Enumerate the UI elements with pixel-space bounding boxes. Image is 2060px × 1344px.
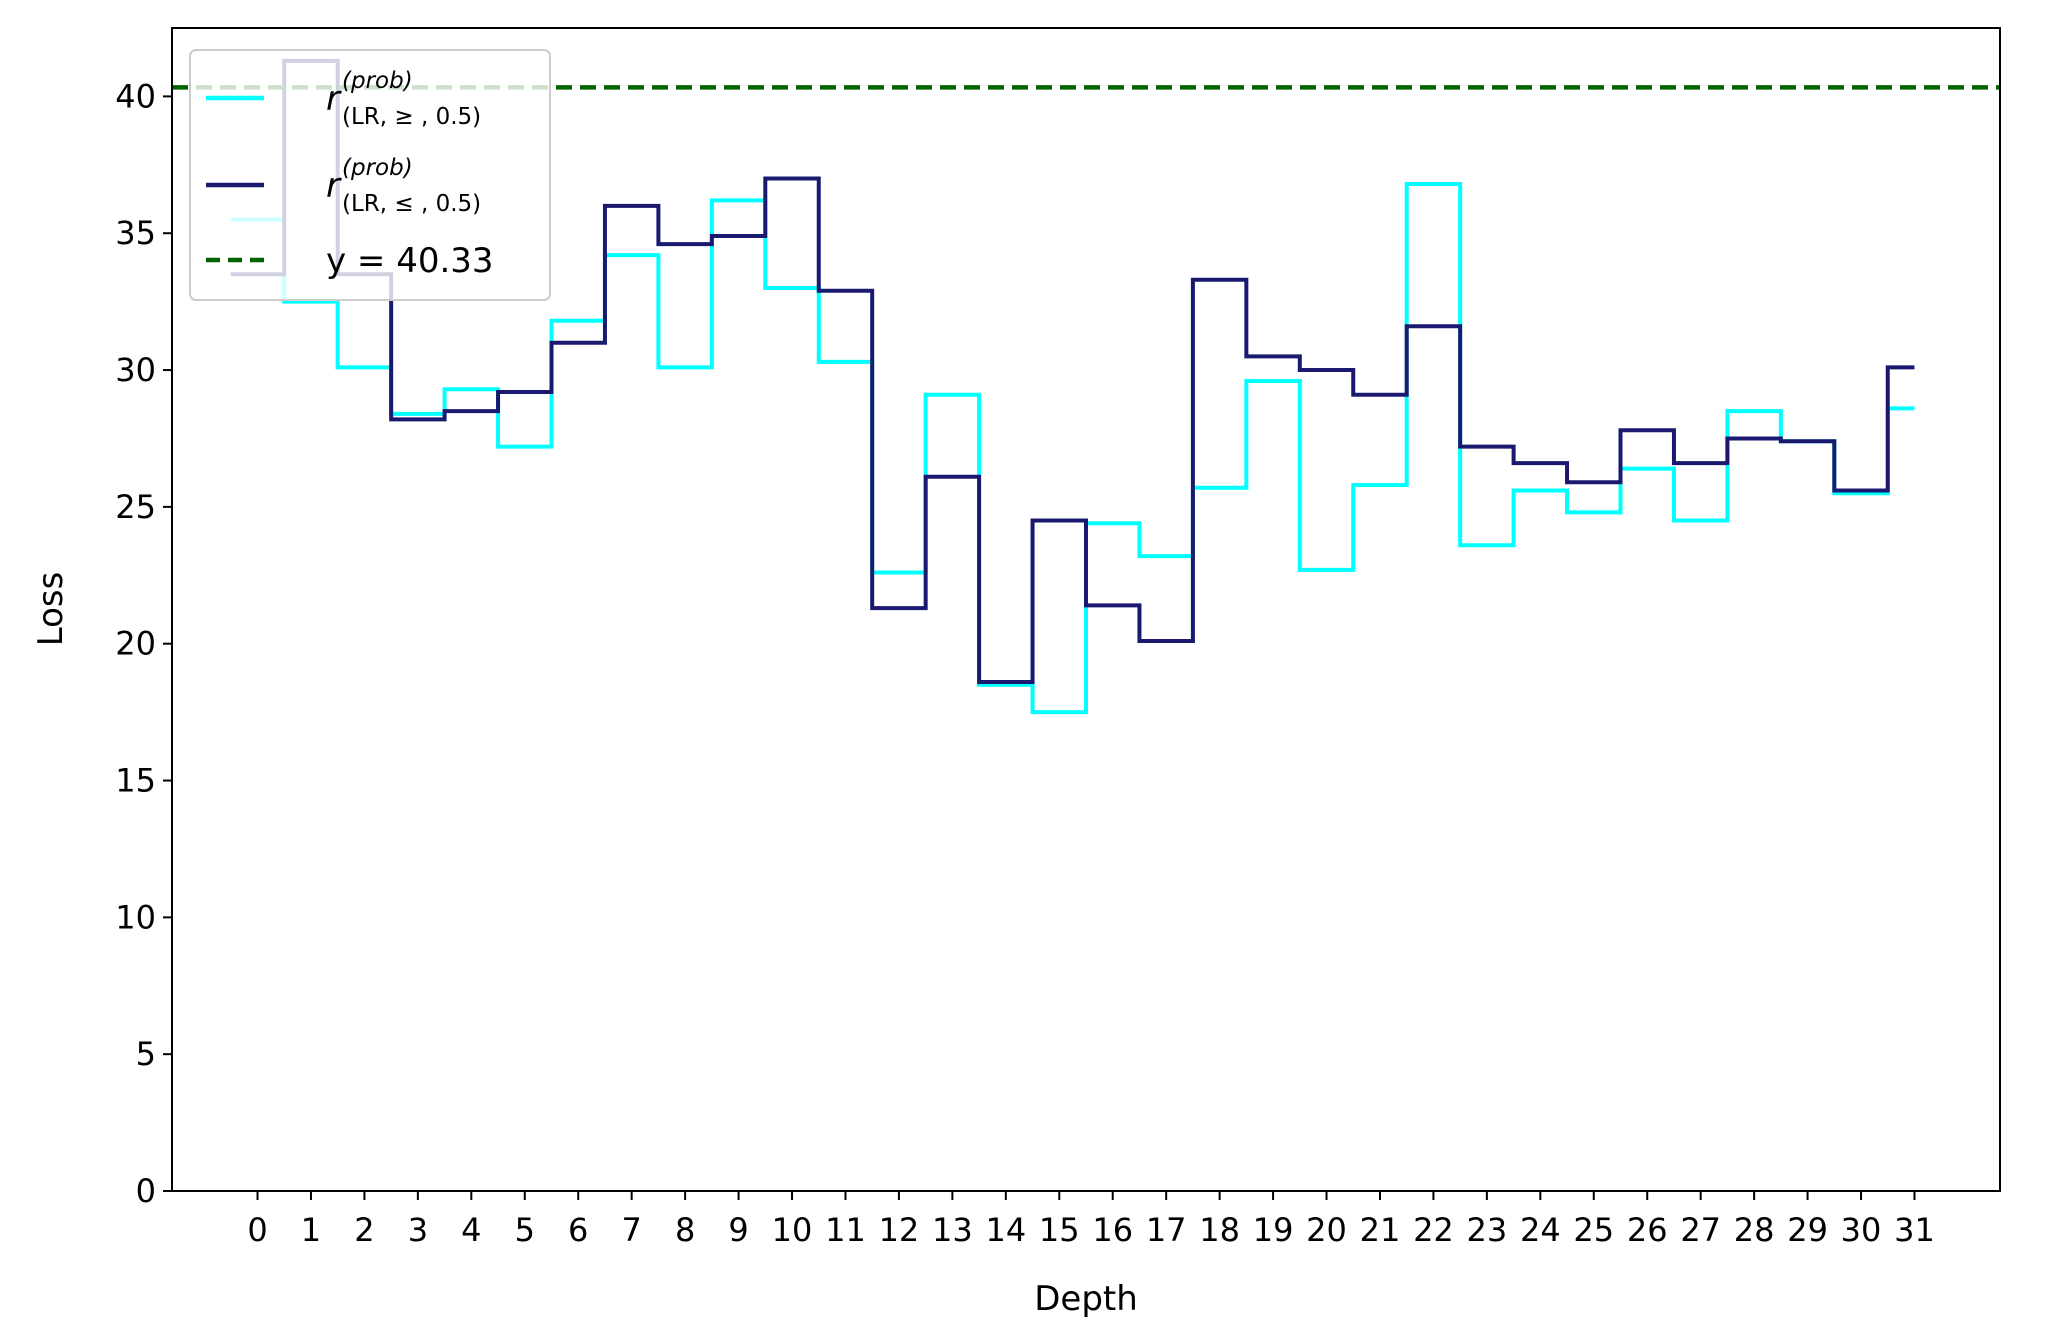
x-tick-label: 18	[1199, 1211, 1240, 1249]
y-tick-label: 20	[115, 625, 156, 663]
x-tick-label: 4	[461, 1211, 481, 1249]
x-tick-label: 31	[1894, 1211, 1935, 1249]
x-tick-label: 9	[728, 1211, 748, 1249]
x-tick-label: 2	[354, 1211, 374, 1249]
x-tick-label: 16	[1092, 1211, 1133, 1249]
y-axis-ticks: 0 5 10 15 20 25 30 35 40	[115, 77, 172, 1210]
y-tick-label: 40	[115, 77, 156, 115]
x-tick-label: 6	[568, 1211, 588, 1249]
x-tick-label: 27	[1680, 1211, 1721, 1249]
x-tick-label: 0	[247, 1211, 267, 1249]
x-tick-label: 21	[1360, 1211, 1401, 1249]
legend-label-base: r	[326, 79, 342, 119]
x-tick-label: 7	[621, 1211, 641, 1249]
plot-frame	[171, 27, 2001, 1192]
x-tick-label: 20	[1306, 1211, 1347, 1249]
x-tick-label: 13	[932, 1211, 973, 1249]
y-tick-label: 25	[115, 488, 156, 526]
x-tick-label: 26	[1627, 1211, 1668, 1249]
x-tick-label: 5	[515, 1211, 535, 1249]
y-tick-label: 30	[115, 351, 156, 389]
legend-label-superscript: (prob)	[342, 155, 413, 181]
legend-box	[189, 49, 551, 301]
legend: r (prob)(LR, ≥ , 0.5)r (prob)(LR, ≤ , 0.5)…	[189, 49, 551, 301]
x-tick-label: 8	[675, 1211, 695, 1249]
legend-label-superscript: (prob)	[342, 68, 413, 94]
x-tick-label: 28	[1734, 1211, 1775, 1249]
y-tick-label: 5	[136, 1035, 156, 1073]
y-axis-title: Loss	[31, 572, 71, 647]
x-tick-label: 14	[985, 1211, 1026, 1249]
x-tick-label: 1	[301, 1211, 321, 1249]
x-tick-label: 25	[1573, 1211, 1614, 1249]
x-tick-label: 15	[1039, 1211, 1080, 1249]
y-tick-label: 15	[115, 762, 156, 800]
y-tick-label: 10	[115, 898, 156, 936]
x-axis-title: Depth	[1034, 1279, 1138, 1319]
y-tick-label: 0	[136, 1172, 156, 1210]
legend-label-base: r	[326, 166, 342, 206]
series-line-1	[230, 181, 1915, 715]
x-tick-label: 12	[879, 1211, 920, 1249]
x-tick-label: 22	[1413, 1211, 1454, 1249]
x-tick-label: 10	[772, 1211, 813, 1249]
x-tick-label: 19	[1253, 1211, 1294, 1249]
x-tick-label: 11	[825, 1211, 866, 1249]
series-layer	[230, 58, 1915, 715]
series-line-2	[230, 58, 1915, 685]
x-axis-ticks: 0 1 2 3 4 5 6 7 8 9 10 11 12 13 14 15 16 17 18 19 20 21 22 23 24…	[247, 1191, 1935, 1249]
legend-label: y = 40.33	[326, 241, 494, 281]
x-tick-label: 30	[1841, 1211, 1882, 1249]
y-tick-label: 35	[115, 214, 156, 252]
legend-label-subscript: (LR, ≥ , 0.5)	[342, 104, 481, 130]
x-tick-label: 23	[1467, 1211, 1508, 1249]
x-tick-label: 3	[408, 1211, 428, 1249]
x-tick-label: 17	[1146, 1211, 1187, 1249]
x-tick-label: 24	[1520, 1211, 1561, 1249]
x-tick-label: 29	[1787, 1211, 1828, 1249]
legend-label-subscript: (LR, ≤ , 0.5)	[342, 191, 481, 217]
